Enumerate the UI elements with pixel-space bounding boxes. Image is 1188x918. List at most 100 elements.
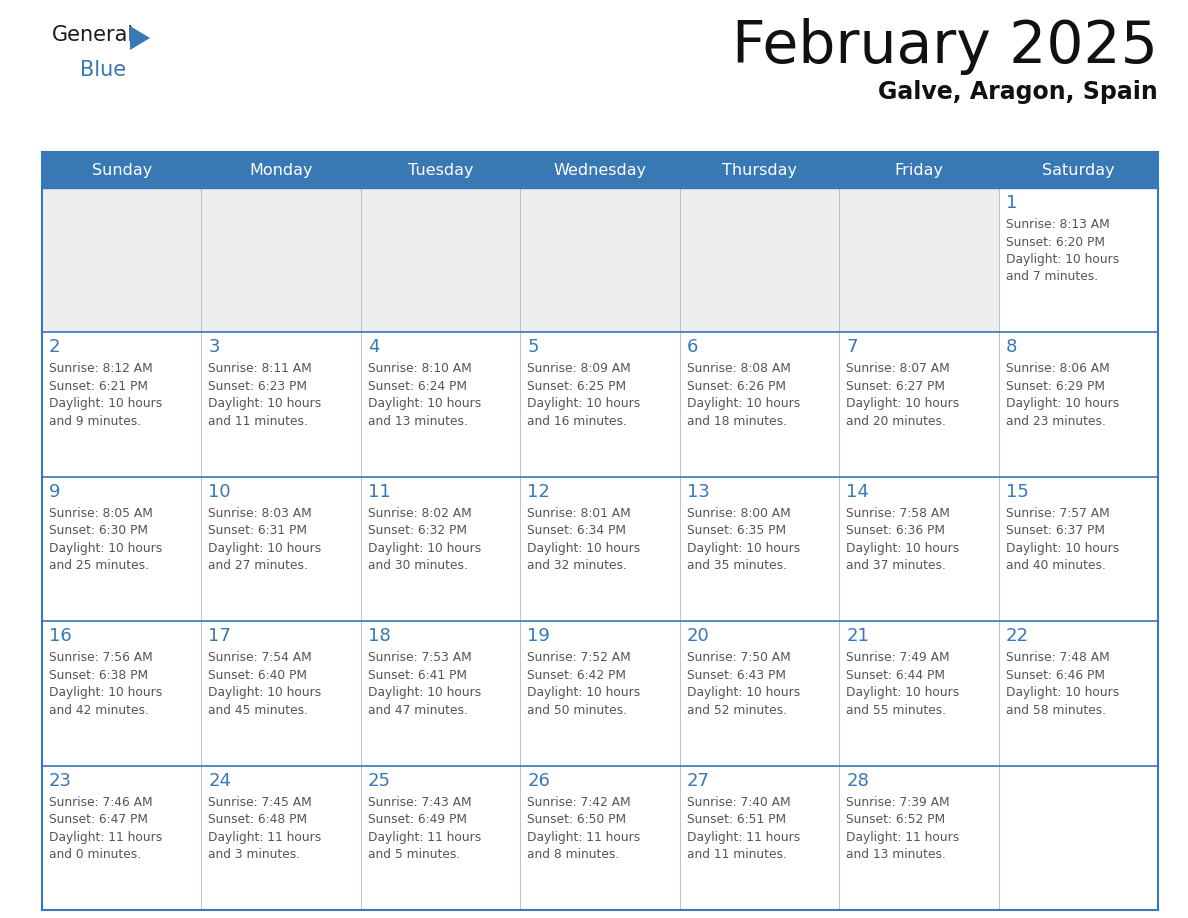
Text: Daylight: 10 hours: Daylight: 10 hours bbox=[1005, 542, 1119, 554]
Text: 15: 15 bbox=[1005, 483, 1029, 501]
Text: 24: 24 bbox=[208, 772, 232, 789]
Text: Sunset: 6:26 PM: Sunset: 6:26 PM bbox=[687, 380, 785, 393]
Text: Sunrise: 7:46 AM: Sunrise: 7:46 AM bbox=[49, 796, 152, 809]
Text: Sunset: 6:35 PM: Sunset: 6:35 PM bbox=[687, 524, 785, 537]
Text: Daylight: 10 hours: Daylight: 10 hours bbox=[208, 686, 322, 700]
Text: Sunset: 6:31 PM: Sunset: 6:31 PM bbox=[208, 524, 308, 537]
Text: 19: 19 bbox=[527, 627, 550, 645]
Text: Sunrise: 8:05 AM: Sunrise: 8:05 AM bbox=[49, 507, 153, 520]
Text: Sunrise: 7:49 AM: Sunrise: 7:49 AM bbox=[846, 651, 949, 665]
Text: Sunrise: 8:03 AM: Sunrise: 8:03 AM bbox=[208, 507, 312, 520]
Text: 17: 17 bbox=[208, 627, 232, 645]
Text: and 5 minutes.: and 5 minutes. bbox=[368, 848, 460, 861]
Text: Daylight: 10 hours: Daylight: 10 hours bbox=[368, 542, 481, 554]
Bar bbox=[361, 766, 520, 910]
Text: and 30 minutes.: and 30 minutes. bbox=[368, 559, 468, 572]
Text: Daylight: 10 hours: Daylight: 10 hours bbox=[687, 686, 800, 700]
Text: Sunrise: 8:12 AM: Sunrise: 8:12 AM bbox=[49, 363, 153, 375]
Text: Sunset: 6:40 PM: Sunset: 6:40 PM bbox=[208, 668, 308, 682]
Bar bbox=[999, 766, 1158, 910]
Text: Sunrise: 7:45 AM: Sunrise: 7:45 AM bbox=[208, 796, 312, 809]
Text: Daylight: 11 hours: Daylight: 11 hours bbox=[49, 831, 163, 844]
Text: Saturday: Saturday bbox=[1042, 162, 1114, 177]
Bar bbox=[520, 332, 680, 476]
Bar bbox=[520, 621, 680, 766]
Text: Sunrise: 7:58 AM: Sunrise: 7:58 AM bbox=[846, 507, 950, 520]
Text: Sunset: 6:20 PM: Sunset: 6:20 PM bbox=[1005, 236, 1105, 249]
Text: and 55 minutes.: and 55 minutes. bbox=[846, 704, 947, 717]
Bar bbox=[202, 766, 361, 910]
Text: Sunset: 6:43 PM: Sunset: 6:43 PM bbox=[687, 668, 785, 682]
Text: 25: 25 bbox=[368, 772, 391, 789]
Text: Tuesday: Tuesday bbox=[407, 162, 473, 177]
Text: Daylight: 10 hours: Daylight: 10 hours bbox=[368, 686, 481, 700]
Bar bbox=[42, 766, 202, 910]
Text: and 18 minutes.: and 18 minutes. bbox=[687, 415, 786, 428]
Text: Sunset: 6:42 PM: Sunset: 6:42 PM bbox=[527, 668, 626, 682]
Text: 6: 6 bbox=[687, 339, 699, 356]
Bar bbox=[680, 188, 839, 332]
Text: Daylight: 10 hours: Daylight: 10 hours bbox=[1005, 397, 1119, 410]
Bar bbox=[202, 621, 361, 766]
Text: Sunrise: 7:52 AM: Sunrise: 7:52 AM bbox=[527, 651, 631, 665]
Text: Sunset: 6:52 PM: Sunset: 6:52 PM bbox=[846, 813, 946, 826]
Bar bbox=[839, 766, 999, 910]
Bar bbox=[42, 188, 202, 332]
Text: Thursday: Thursday bbox=[722, 162, 797, 177]
Text: Daylight: 11 hours: Daylight: 11 hours bbox=[208, 831, 322, 844]
Text: and 16 minutes.: and 16 minutes. bbox=[527, 415, 627, 428]
Text: Daylight: 10 hours: Daylight: 10 hours bbox=[527, 542, 640, 554]
Text: and 52 minutes.: and 52 minutes. bbox=[687, 704, 786, 717]
Text: 1: 1 bbox=[1005, 194, 1017, 212]
Text: and 20 minutes.: and 20 minutes. bbox=[846, 415, 946, 428]
Text: Sunset: 6:25 PM: Sunset: 6:25 PM bbox=[527, 380, 626, 393]
Text: Daylight: 10 hours: Daylight: 10 hours bbox=[208, 397, 322, 410]
Text: Sunrise: 8:06 AM: Sunrise: 8:06 AM bbox=[1005, 363, 1110, 375]
Text: 9: 9 bbox=[49, 483, 61, 501]
Bar bbox=[42, 332, 202, 476]
Text: Sunrise: 7:40 AM: Sunrise: 7:40 AM bbox=[687, 796, 790, 809]
Text: Sunday: Sunday bbox=[91, 162, 152, 177]
Text: Blue: Blue bbox=[80, 60, 126, 80]
Text: 23: 23 bbox=[49, 772, 72, 789]
Bar bbox=[839, 188, 999, 332]
Text: Daylight: 11 hours: Daylight: 11 hours bbox=[846, 831, 960, 844]
Text: Friday: Friday bbox=[895, 162, 943, 177]
Text: Sunrise: 8:07 AM: Sunrise: 8:07 AM bbox=[846, 363, 950, 375]
Bar bbox=[999, 476, 1158, 621]
Text: and 11 minutes.: and 11 minutes. bbox=[687, 848, 786, 861]
Bar bbox=[42, 621, 202, 766]
Text: 8: 8 bbox=[1005, 339, 1017, 356]
Text: Daylight: 10 hours: Daylight: 10 hours bbox=[368, 397, 481, 410]
Text: 2: 2 bbox=[49, 339, 61, 356]
Text: Sunrise: 7:54 AM: Sunrise: 7:54 AM bbox=[208, 651, 312, 665]
Bar bbox=[42, 476, 202, 621]
Text: Sunset: 6:27 PM: Sunset: 6:27 PM bbox=[846, 380, 946, 393]
Bar bbox=[520, 766, 680, 910]
Text: Sunset: 6:48 PM: Sunset: 6:48 PM bbox=[208, 813, 308, 826]
Text: Sunrise: 8:13 AM: Sunrise: 8:13 AM bbox=[1005, 218, 1110, 231]
Text: and 45 minutes.: and 45 minutes. bbox=[208, 704, 309, 717]
Text: Sunrise: 7:48 AM: Sunrise: 7:48 AM bbox=[1005, 651, 1110, 665]
Text: and 9 minutes.: and 9 minutes. bbox=[49, 415, 141, 428]
Text: Sunrise: 8:11 AM: Sunrise: 8:11 AM bbox=[208, 363, 312, 375]
Text: Sunset: 6:50 PM: Sunset: 6:50 PM bbox=[527, 813, 626, 826]
Text: Sunrise: 7:50 AM: Sunrise: 7:50 AM bbox=[687, 651, 790, 665]
Text: Daylight: 10 hours: Daylight: 10 hours bbox=[846, 542, 960, 554]
Text: Daylight: 10 hours: Daylight: 10 hours bbox=[208, 542, 322, 554]
Text: 7: 7 bbox=[846, 339, 858, 356]
Text: Sunrise: 8:10 AM: Sunrise: 8:10 AM bbox=[368, 363, 472, 375]
Bar bbox=[520, 476, 680, 621]
Text: Sunrise: 8:09 AM: Sunrise: 8:09 AM bbox=[527, 363, 631, 375]
Text: Daylight: 10 hours: Daylight: 10 hours bbox=[527, 686, 640, 700]
Bar bbox=[839, 476, 999, 621]
Text: Sunset: 6:32 PM: Sunset: 6:32 PM bbox=[368, 524, 467, 537]
Text: Wednesday: Wednesday bbox=[554, 162, 646, 177]
Text: Sunset: 6:37 PM: Sunset: 6:37 PM bbox=[1005, 524, 1105, 537]
Text: and 13 minutes.: and 13 minutes. bbox=[846, 848, 946, 861]
Text: and 0 minutes.: and 0 minutes. bbox=[49, 848, 141, 861]
Bar bbox=[839, 621, 999, 766]
Text: Galve, Aragon, Spain: Galve, Aragon, Spain bbox=[878, 80, 1158, 104]
Text: Daylight: 10 hours: Daylight: 10 hours bbox=[1005, 686, 1119, 700]
Text: and 40 minutes.: and 40 minutes. bbox=[1005, 559, 1106, 572]
